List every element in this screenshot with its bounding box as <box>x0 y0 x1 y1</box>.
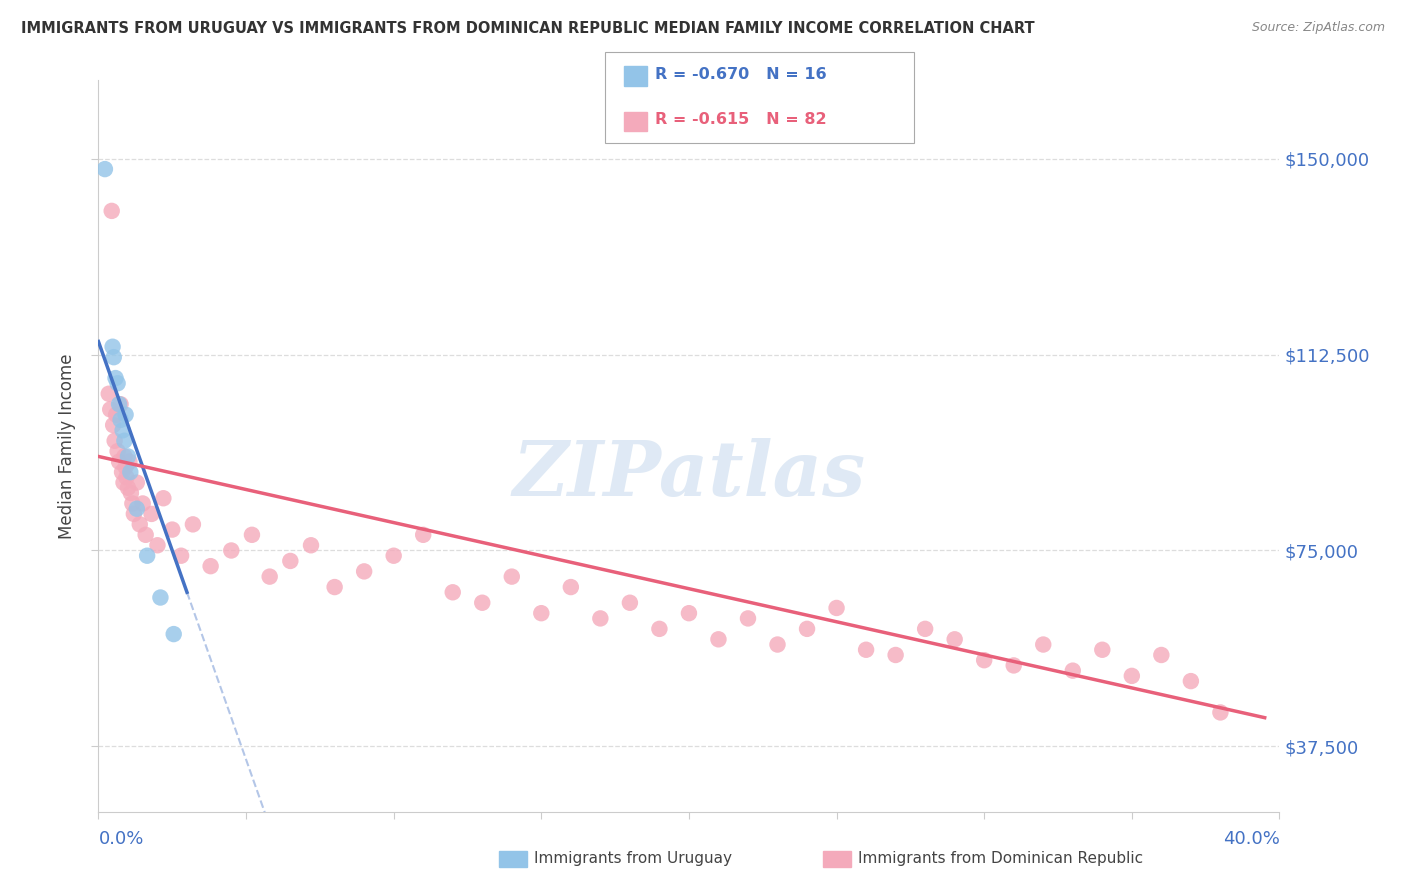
Text: Immigrants from Dominican Republic: Immigrants from Dominican Republic <box>858 852 1143 866</box>
Point <box>100 203 122 218</box>
Point <box>441 585 464 599</box>
Point <box>412 528 434 542</box>
Point <box>796 622 818 636</box>
Point <box>136 549 159 563</box>
Point <box>125 501 148 516</box>
Point <box>152 491 174 506</box>
Point <box>707 632 730 647</box>
Point <box>135 528 157 542</box>
Point <box>118 455 141 469</box>
Point <box>104 434 127 448</box>
Point <box>1002 658 1025 673</box>
Point <box>648 622 671 636</box>
Point <box>589 611 612 625</box>
Point <box>114 408 136 422</box>
Text: Source: ZipAtlas.com: Source: ZipAtlas.com <box>1251 21 1385 34</box>
Point <box>94 162 117 177</box>
Point <box>1209 706 1232 720</box>
Point <box>108 397 131 411</box>
Point <box>107 376 129 391</box>
Point <box>170 549 193 563</box>
Point <box>1091 642 1114 657</box>
Point <box>530 606 553 620</box>
Point <box>943 632 966 647</box>
Point <box>382 549 405 563</box>
Point <box>323 580 346 594</box>
Point <box>1062 664 1084 678</box>
Point <box>97 386 120 401</box>
Y-axis label: Median Family Income: Median Family Income <box>58 353 76 539</box>
Point <box>107 444 129 458</box>
Point <box>103 418 125 433</box>
Point <box>855 642 877 657</box>
Point <box>112 475 135 490</box>
Point <box>132 496 155 510</box>
Point <box>280 554 302 568</box>
Text: Immigrants from Uruguay: Immigrants from Uruguay <box>534 852 733 866</box>
Point <box>128 517 150 532</box>
Point <box>146 538 169 552</box>
Point <box>973 653 995 667</box>
Point <box>737 611 759 625</box>
Point <box>1180 674 1202 689</box>
Point <box>111 423 134 437</box>
Point <box>259 569 281 583</box>
Point <box>98 402 121 417</box>
Point <box>117 481 139 495</box>
Point <box>299 538 322 552</box>
Point <box>105 408 128 422</box>
Point <box>125 475 148 490</box>
Point <box>122 507 145 521</box>
Point <box>149 591 172 605</box>
Text: IMMIGRANTS FROM URUGUAY VS IMMIGRANTS FROM DOMINICAN REPUBLIC MEDIAN FAMILY INCO: IMMIGRANTS FROM URUGUAY VS IMMIGRANTS FR… <box>21 21 1035 36</box>
Text: R = -0.615   N = 82: R = -0.615 N = 82 <box>655 112 827 127</box>
Point <box>560 580 582 594</box>
Point <box>121 496 143 510</box>
Text: 0.0%: 0.0% <box>98 830 143 848</box>
Point <box>103 350 125 364</box>
Point <box>108 455 131 469</box>
Point <box>162 523 183 537</box>
Point <box>678 606 700 620</box>
Point <box>104 371 127 385</box>
Point <box>181 517 204 532</box>
Point <box>501 569 523 583</box>
Point <box>200 559 222 574</box>
Text: 40.0%: 40.0% <box>1223 830 1279 848</box>
Point <box>766 638 789 652</box>
Point <box>619 596 641 610</box>
Point <box>471 596 494 610</box>
Point <box>353 565 375 579</box>
Text: ZIPatlas: ZIPatlas <box>512 438 866 512</box>
Point <box>1032 638 1054 652</box>
Point <box>111 465 134 479</box>
Point <box>141 507 163 521</box>
Point <box>1150 648 1173 662</box>
Point <box>112 450 135 464</box>
Point <box>114 459 136 474</box>
Text: R = -0.670   N = 16: R = -0.670 N = 16 <box>655 67 827 81</box>
Point <box>112 434 135 448</box>
Point <box>120 465 142 479</box>
Point <box>120 486 142 500</box>
Point <box>110 413 132 427</box>
Point <box>115 470 138 484</box>
Point <box>110 397 132 411</box>
Point <box>117 450 139 464</box>
Point <box>884 648 907 662</box>
Point <box>240 528 263 542</box>
Point <box>101 340 124 354</box>
Point <box>221 543 243 558</box>
Point <box>914 622 936 636</box>
Point <box>825 601 848 615</box>
Point <box>1121 669 1143 683</box>
Point <box>163 627 186 641</box>
